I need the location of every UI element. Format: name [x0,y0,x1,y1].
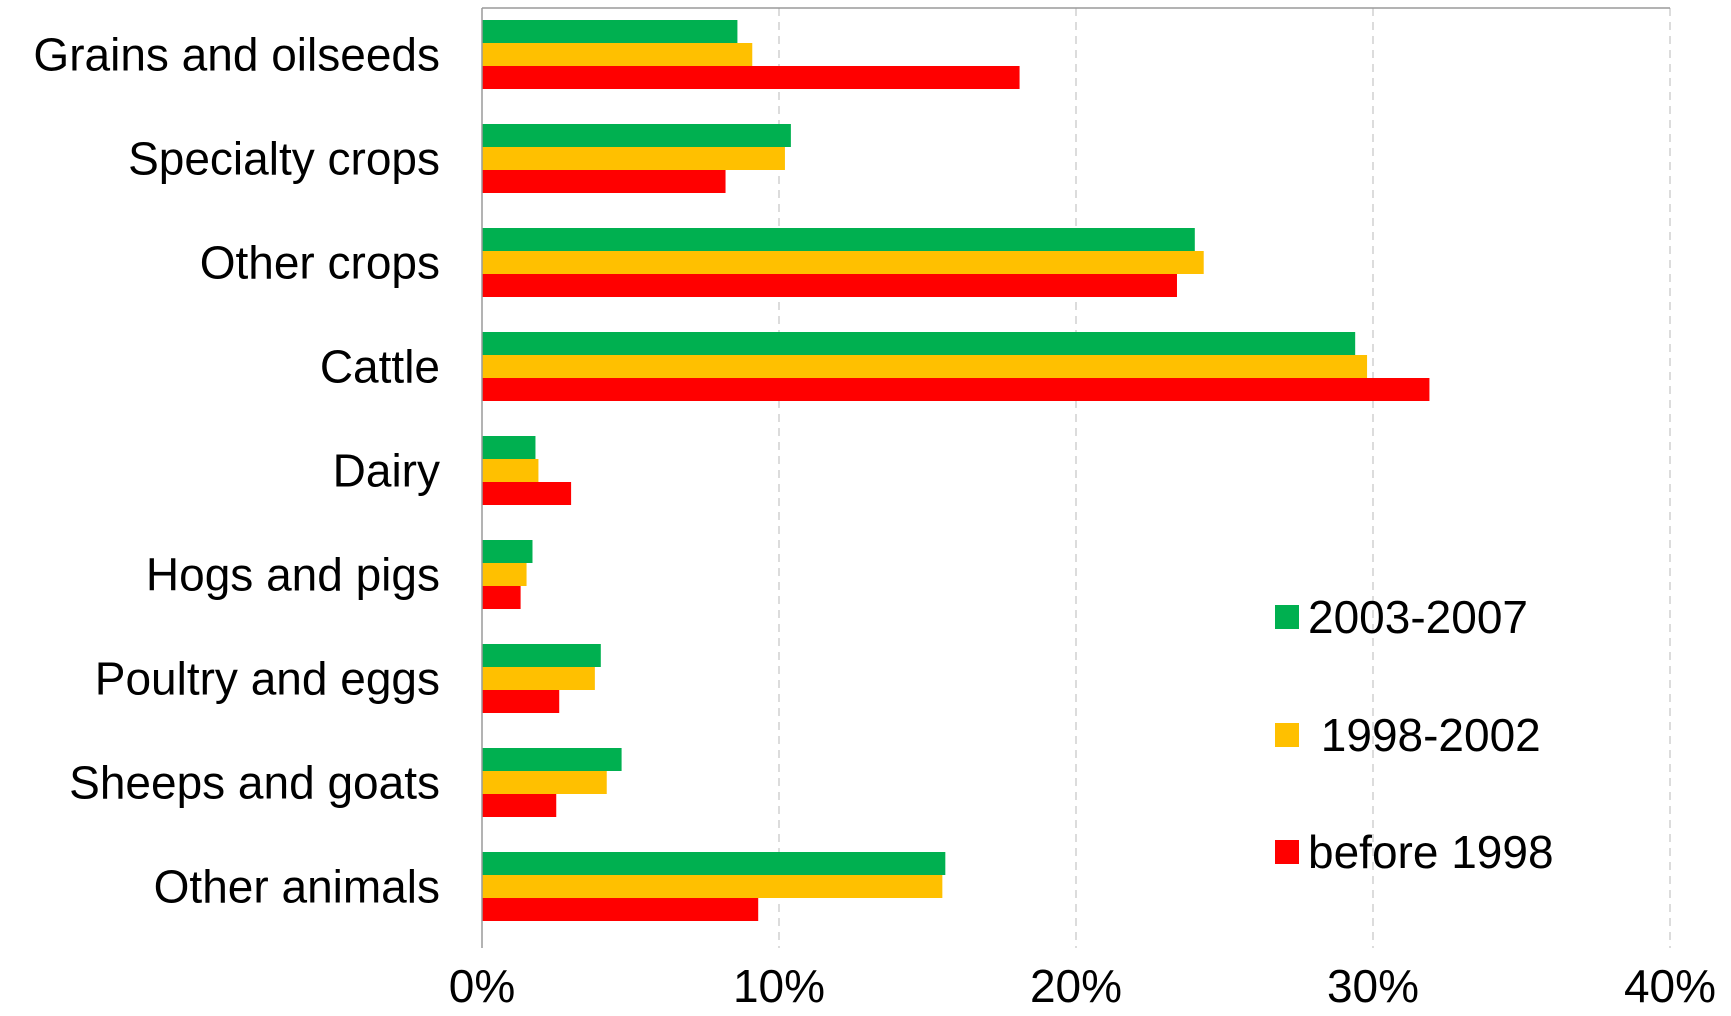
bar-other-animals-2003-2007 [482,852,946,875]
bar-grains-and-oilseeds-2003-2007 [482,20,738,43]
x-tick-labels: 0% 10% 20% 30% 40% [449,960,1716,1012]
legend-label: before 1998 [1308,826,1554,878]
bar-sheeps-and-goats-2003-2007 [482,748,622,771]
legend-swatch [1275,840,1299,864]
legend: 2003-2007 1998-2002 before 1998 [1275,591,1554,878]
legend-label: 1998-2002 [1308,709,1541,761]
bar-specialty-crops-1998-2002 [482,147,785,170]
bar-grains-and-oilseeds-before 1998 [482,66,1020,89]
bar-hogs-and-pigs-1998-2002 [482,563,527,586]
x-tick-label: 0% [449,960,515,1012]
bar-cattle-before 1998 [482,378,1430,401]
axes [481,7,1670,948]
bar-sheeps-and-goats-before 1998 [482,794,557,817]
category-label: Other crops [200,237,440,289]
bar-hogs-and-pigs-before 1998 [482,586,521,609]
bar-dairy-before 1998 [482,482,572,505]
x-tick-label: 20% [1030,960,1122,1012]
bar-other-animals-before 1998 [482,898,759,921]
category-labels: Grains and oilseeds Specialty crops Other … [33,29,440,913]
bar-cattle-2003-2007 [482,332,1356,355]
bar-poultry-and-eggs-1998-2002 [482,667,595,690]
category-label: Other animals [154,861,440,913]
bar-poultry-and-eggs-before 1998 [482,690,560,713]
category-label: Grains and oilseeds [33,29,440,81]
bar-grains-and-oilseeds-1998-2002 [482,43,753,66]
legend-swatch [1275,723,1299,747]
category-label: Hogs and pigs [146,549,440,601]
category-label: Sheeps and goats [69,757,440,809]
category-label: Poultry and eggs [95,653,440,705]
bar-other-crops-before 1998 [482,274,1177,297]
bar-specialty-crops-2003-2007 [482,124,791,147]
x-tick-label: 30% [1327,960,1419,1012]
category-label: Specialty crops [128,133,440,185]
bar-other-animals-1998-2002 [482,875,943,898]
x-tick-label: 40% [1624,960,1716,1012]
bar-dairy-1998-2002 [482,459,539,482]
bar-dairy-2003-2007 [482,436,536,459]
bar-poultry-and-eggs-2003-2007 [482,644,601,667]
legend-swatch [1275,605,1299,629]
category-label: Cattle [320,341,440,393]
bar-hogs-and-pigs-2003-2007 [482,540,533,563]
bar-cattle-1998-2002 [482,355,1368,378]
bar-other-crops-2003-2007 [482,228,1195,251]
gridlines [778,8,1671,948]
x-tick-label: 10% [733,960,825,1012]
bar-specialty-crops-before 1998 [482,170,726,193]
legend-label: 2003-2007 [1308,591,1528,643]
bars [482,20,1430,921]
category-label: Dairy [333,445,440,497]
bar-sheeps-and-goats-1998-2002 [482,771,607,794]
bar-other-crops-1998-2002 [482,251,1204,274]
